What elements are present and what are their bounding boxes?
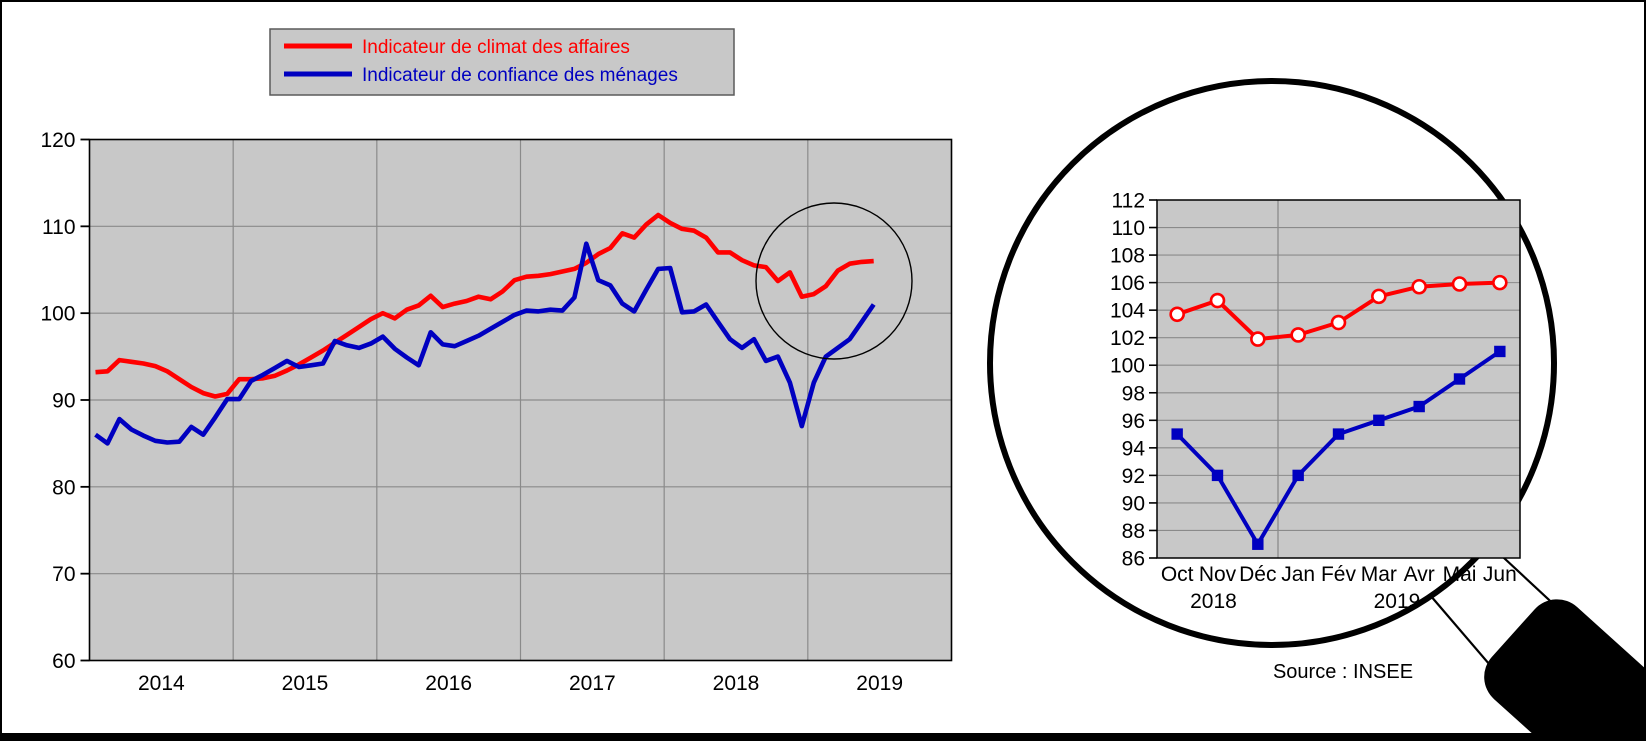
inset-y-tick-label: 86: [1122, 548, 1145, 571]
inset-marker-square: [1373, 414, 1385, 427]
inset-marker-square: [1252, 538, 1264, 550]
inset-marker-circle: [1209, 292, 1226, 309]
main-x-year-label: 2016: [425, 672, 472, 695]
main-y-tick-label: 120: [40, 129, 75, 152]
main-line-menages: [94, 241, 876, 446]
inset-y-tick-label: 88: [1122, 520, 1145, 543]
inset-marker-circle: [1371, 288, 1387, 305]
inset-y-tick-label: 96: [1122, 410, 1145, 433]
inset-marker-square: [1332, 428, 1345, 440]
main-y-tick-label: 90: [52, 390, 75, 413]
main-x-year-label: 2019: [856, 672, 903, 695]
inset-x-month-label: Mai: [1443, 563, 1477, 586]
inset-marker-square: [1171, 428, 1183, 440]
inset-marker-circle: [1451, 276, 1468, 292]
main-y-tick-label: 70: [52, 563, 75, 586]
magnifier-handle: [1484, 599, 1646, 741]
inset-y-tick-label: 112: [1112, 190, 1145, 213]
main-x-year-label: 2015: [282, 672, 329, 695]
inset-x-year-label: 2019: [1374, 590, 1421, 613]
inset-x-month-label: Nov: [1199, 563, 1237, 586]
inset-x-month-label: Jun: [1483, 563, 1517, 586]
highlight-circle: [755, 202, 913, 360]
inset-y-tick-label: 108: [1110, 245, 1145, 268]
main-x-year-label: 2018: [713, 672, 760, 695]
legend-label-menages: Indicateur de confiance des ménages: [362, 65, 678, 86]
inset-marker-square: [1211, 469, 1224, 482]
inset-x-month-label: Avr: [1404, 563, 1435, 586]
inset-marker-circle: [1250, 331, 1266, 347]
inset-x-year-label: 2018: [1190, 590, 1237, 613]
inset-plot-frame: [1156, 199, 1521, 559]
inset-y-tick-label: 94: [1122, 437, 1146, 460]
inset-marker-circle: [1290, 327, 1306, 343]
inset-marker-circle: [1492, 274, 1508, 291]
legend: Indicateur de climat des affaires Indica…: [269, 28, 735, 96]
legend-box: [269, 28, 735, 96]
legend-label-climat: Indicateur de climat des affaires: [362, 37, 630, 58]
main-y-tick-label: 110: [42, 216, 75, 239]
inset-plot-area: [1157, 200, 1520, 558]
inset-y-tick-label: 102: [1110, 327, 1145, 350]
main-y-tick-label: 100: [40, 303, 75, 326]
inset-marker-square: [1453, 373, 1466, 385]
inset-x-month-label: Oct: [1161, 563, 1194, 586]
inset-y-tick-label: 92: [1122, 465, 1145, 488]
inset-y-tick-label: 104: [1110, 300, 1145, 323]
main-line-climat: [95, 212, 874, 399]
main-chart: 60 70 80 90 100 110 120 2014 2015 2016 2017 2018 201…: [40, 129, 953, 695]
inset-x-month-label: Fév: [1321, 563, 1357, 586]
inset-x-month-label: Mar: [1361, 563, 1397, 586]
inset-x-month-label: Jan: [1281, 563, 1315, 586]
inset-chart: 86 88 90 92 94 96 98 100 102 104 106 108 110 112 Oct No…: [1110, 190, 1521, 613]
main-x-year-label: 2014: [138, 672, 185, 695]
inset-y-tick-label: 110: [1112, 217, 1145, 240]
inset-marker-square: [1292, 469, 1304, 482]
inset-marker-square: [1413, 400, 1425, 413]
inset-marker-circle: [1330, 314, 1347, 331]
inset-y-tick-label: 90: [1122, 492, 1145, 515]
inset-marker-circle: [1411, 278, 1427, 295]
main-y-tick-label: 80: [52, 476, 75, 499]
main-x-year-label: 2017: [569, 672, 616, 695]
source-label: Source : INSEE: [1273, 661, 1413, 683]
inset-y-tick-label: 100: [1110, 355, 1145, 378]
inset-y-tick-label: 106: [1110, 272, 1145, 295]
main-y-tick-label: 60: [52, 650, 75, 673]
inset-x-month-label: Déc: [1239, 563, 1276, 586]
inset-marker-circle: [1169, 306, 1185, 323]
inset-y-tick-label: 98: [1122, 382, 1145, 405]
inset-marker-square: [1494, 345, 1506, 358]
